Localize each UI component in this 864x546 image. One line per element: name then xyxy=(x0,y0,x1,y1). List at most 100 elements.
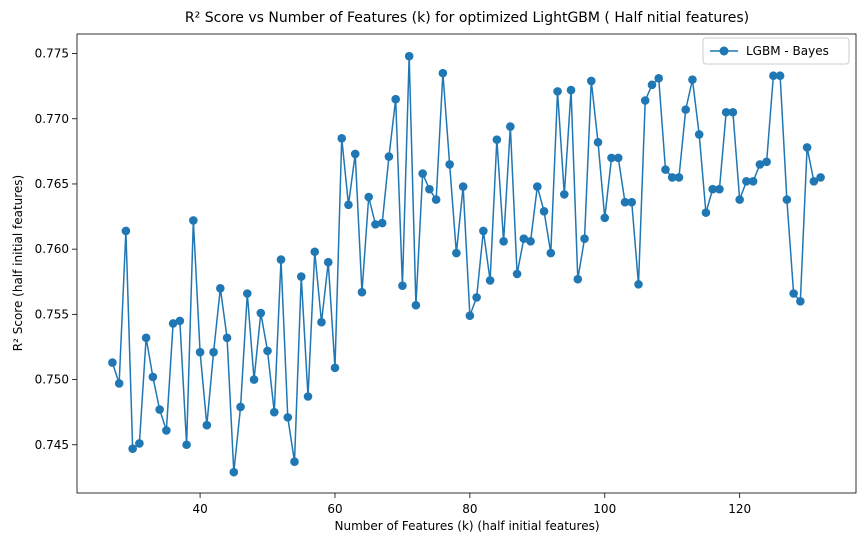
data-point xyxy=(573,274,583,284)
data-point xyxy=(708,184,717,194)
data-point xyxy=(148,372,158,382)
data-point xyxy=(607,153,616,163)
data-point xyxy=(310,247,320,257)
data-point xyxy=(560,190,569,199)
data-point xyxy=(195,347,205,357)
data-point xyxy=(647,80,657,90)
data-point xyxy=(209,347,218,357)
data-point xyxy=(344,200,353,210)
plot-frame xyxy=(76,33,857,494)
data-point xyxy=(141,333,151,343)
data-point xyxy=(182,440,191,450)
data-point xyxy=(222,333,232,343)
data-point xyxy=(249,375,259,384)
data-point xyxy=(296,272,306,281)
data-point xyxy=(506,122,515,131)
data-point xyxy=(330,363,340,373)
data-point xyxy=(418,169,427,178)
data-point xyxy=(688,75,697,84)
data-point xyxy=(802,143,812,152)
data-point xyxy=(674,173,684,182)
data-point xyxy=(553,87,562,96)
x-axis-label: Number of Features (k) (half initial fea… xyxy=(334,519,599,533)
series-line xyxy=(111,55,821,473)
data-point xyxy=(256,308,266,318)
y-axis-label: R² Score (half initial features) xyxy=(11,175,25,351)
data-point xyxy=(431,195,441,204)
data-point xyxy=(796,297,805,306)
x-tick-label: 100 xyxy=(593,502,616,516)
data-point xyxy=(694,130,704,139)
data-point xyxy=(661,165,670,174)
data-point xyxy=(128,444,137,453)
data-point xyxy=(229,467,239,477)
y-tick-label: 0.775 xyxy=(35,47,69,61)
data-point xyxy=(492,135,502,144)
data-point xyxy=(398,281,407,290)
x-tick-label: 40 xyxy=(192,502,207,516)
data-point xyxy=(472,293,481,302)
data-point xyxy=(816,173,825,182)
data-point xyxy=(202,420,212,430)
data-point xyxy=(681,105,690,114)
data-point xyxy=(485,276,495,285)
data-point xyxy=(108,358,117,367)
data-point xyxy=(371,220,380,229)
data-point xyxy=(323,257,333,267)
y-axis: 0.745 0.750 0.755 0.760 0.765 0.770 0.775 xyxy=(35,47,77,452)
data-point xyxy=(499,237,508,246)
data-point xyxy=(357,287,367,297)
data-point xyxy=(512,269,522,279)
x-tick-label: 60 xyxy=(327,502,342,516)
data-point xyxy=(755,160,765,169)
y-tick-label: 0.750 xyxy=(35,373,69,387)
data-point xyxy=(782,195,792,204)
data-point xyxy=(546,248,556,258)
data-point xyxy=(391,94,400,104)
data-point xyxy=(586,76,596,86)
legend-marker-swatch xyxy=(719,46,729,56)
data-point xyxy=(721,107,731,117)
y-tick-label: 0.765 xyxy=(35,177,69,191)
data-point xyxy=(458,182,468,191)
data-point xyxy=(526,237,535,246)
data-point xyxy=(452,248,461,258)
data-point xyxy=(216,283,225,293)
data-point xyxy=(735,195,744,204)
data-point xyxy=(236,402,245,412)
data-point xyxy=(620,197,630,207)
data-point xyxy=(533,182,542,191)
data-point xyxy=(243,289,252,298)
x-axis: 40 60 80 100 120 xyxy=(192,493,751,516)
legend: LGBM - Bayes xyxy=(702,37,850,65)
data-point xyxy=(775,71,785,81)
y-tick-label: 0.745 xyxy=(35,438,69,452)
data-point xyxy=(317,317,326,327)
data-point xyxy=(263,346,272,356)
legend-box xyxy=(702,37,850,65)
data-point xyxy=(168,319,178,328)
data-point xyxy=(411,300,421,310)
data-point xyxy=(728,107,738,117)
data-point xyxy=(155,405,164,414)
data-point xyxy=(748,177,758,186)
data-point xyxy=(290,457,299,467)
series-layer xyxy=(108,51,825,477)
data-point xyxy=(175,316,185,326)
y-tick-label: 0.760 xyxy=(35,242,69,256)
data-point xyxy=(404,51,414,61)
data-point xyxy=(269,407,279,417)
data-point xyxy=(654,74,664,83)
data-point xyxy=(715,184,724,194)
data-point xyxy=(627,197,637,207)
data-point xyxy=(667,173,677,182)
data-point xyxy=(364,192,374,202)
y-tick-label: 0.770 xyxy=(35,112,69,126)
data-point xyxy=(283,413,293,422)
data-point xyxy=(479,226,488,236)
data-point xyxy=(600,213,610,223)
data-point xyxy=(519,234,529,244)
data-point xyxy=(189,216,198,225)
